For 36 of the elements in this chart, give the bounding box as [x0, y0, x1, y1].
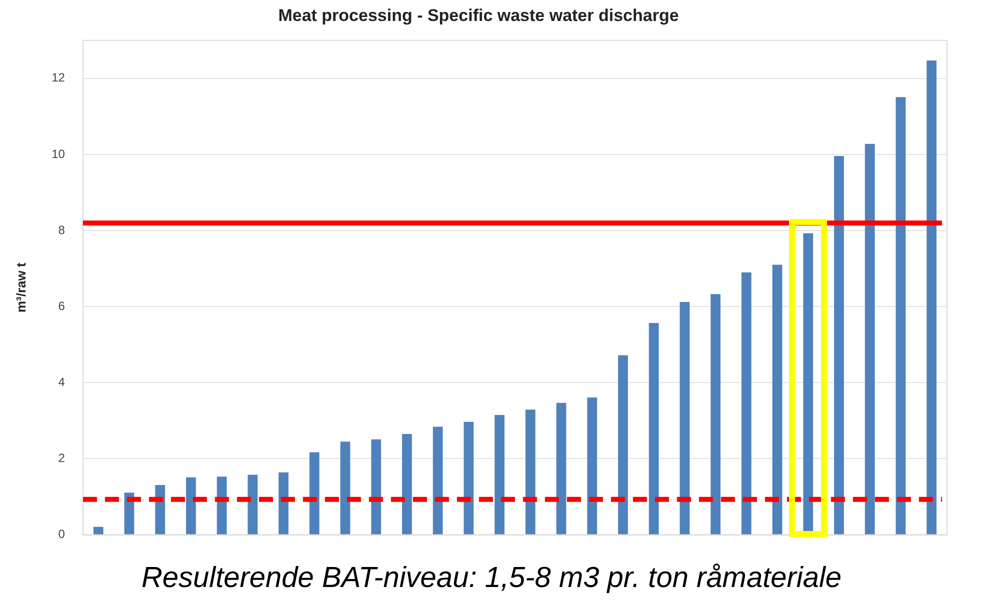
bar — [648, 322, 659, 534]
y-axis-title: m³/raw t — [13, 262, 28, 313]
bar — [464, 422, 474, 534]
bar — [710, 294, 720, 534]
text: Resulterende BAT-niveau: 1,5-8 m3 pr. ton råmateriale — [140, 562, 843, 595]
bar — [896, 97, 906, 534]
y-tick-label: 8 — [58, 222, 66, 237]
y-tick-label: 12 — [52, 70, 66, 85]
y-tick-label: 0 — [58, 527, 66, 542]
y-tick-label: 4 — [58, 374, 66, 389]
y-tick-label: 6 — [58, 298, 66, 313]
bar — [525, 410, 536, 534]
bar — [402, 434, 412, 534]
chart-title: Meat processing - Specific waste water discharge — [278, 6, 679, 25]
bar — [248, 474, 258, 534]
bar — [93, 526, 104, 534]
bar — [587, 398, 598, 534]
bar — [278, 472, 288, 534]
bar — [680, 302, 690, 534]
bar — [216, 476, 227, 534]
bar — [309, 452, 320, 534]
y-tick-label: 10 — [52, 146, 66, 161]
bar — [186, 477, 196, 534]
bar — [834, 156, 844, 534]
bar — [340, 442, 350, 534]
bar — [772, 264, 782, 534]
bar — [155, 484, 166, 534]
bar — [432, 426, 443, 534]
bar — [741, 272, 752, 534]
bar — [926, 60, 937, 534]
bar — [494, 415, 504, 534]
bar — [371, 439, 382, 534]
bar — [618, 355, 628, 534]
bar — [864, 144, 875, 534]
y-tick-label: 2 — [58, 451, 66, 466]
bar — [556, 402, 566, 534]
